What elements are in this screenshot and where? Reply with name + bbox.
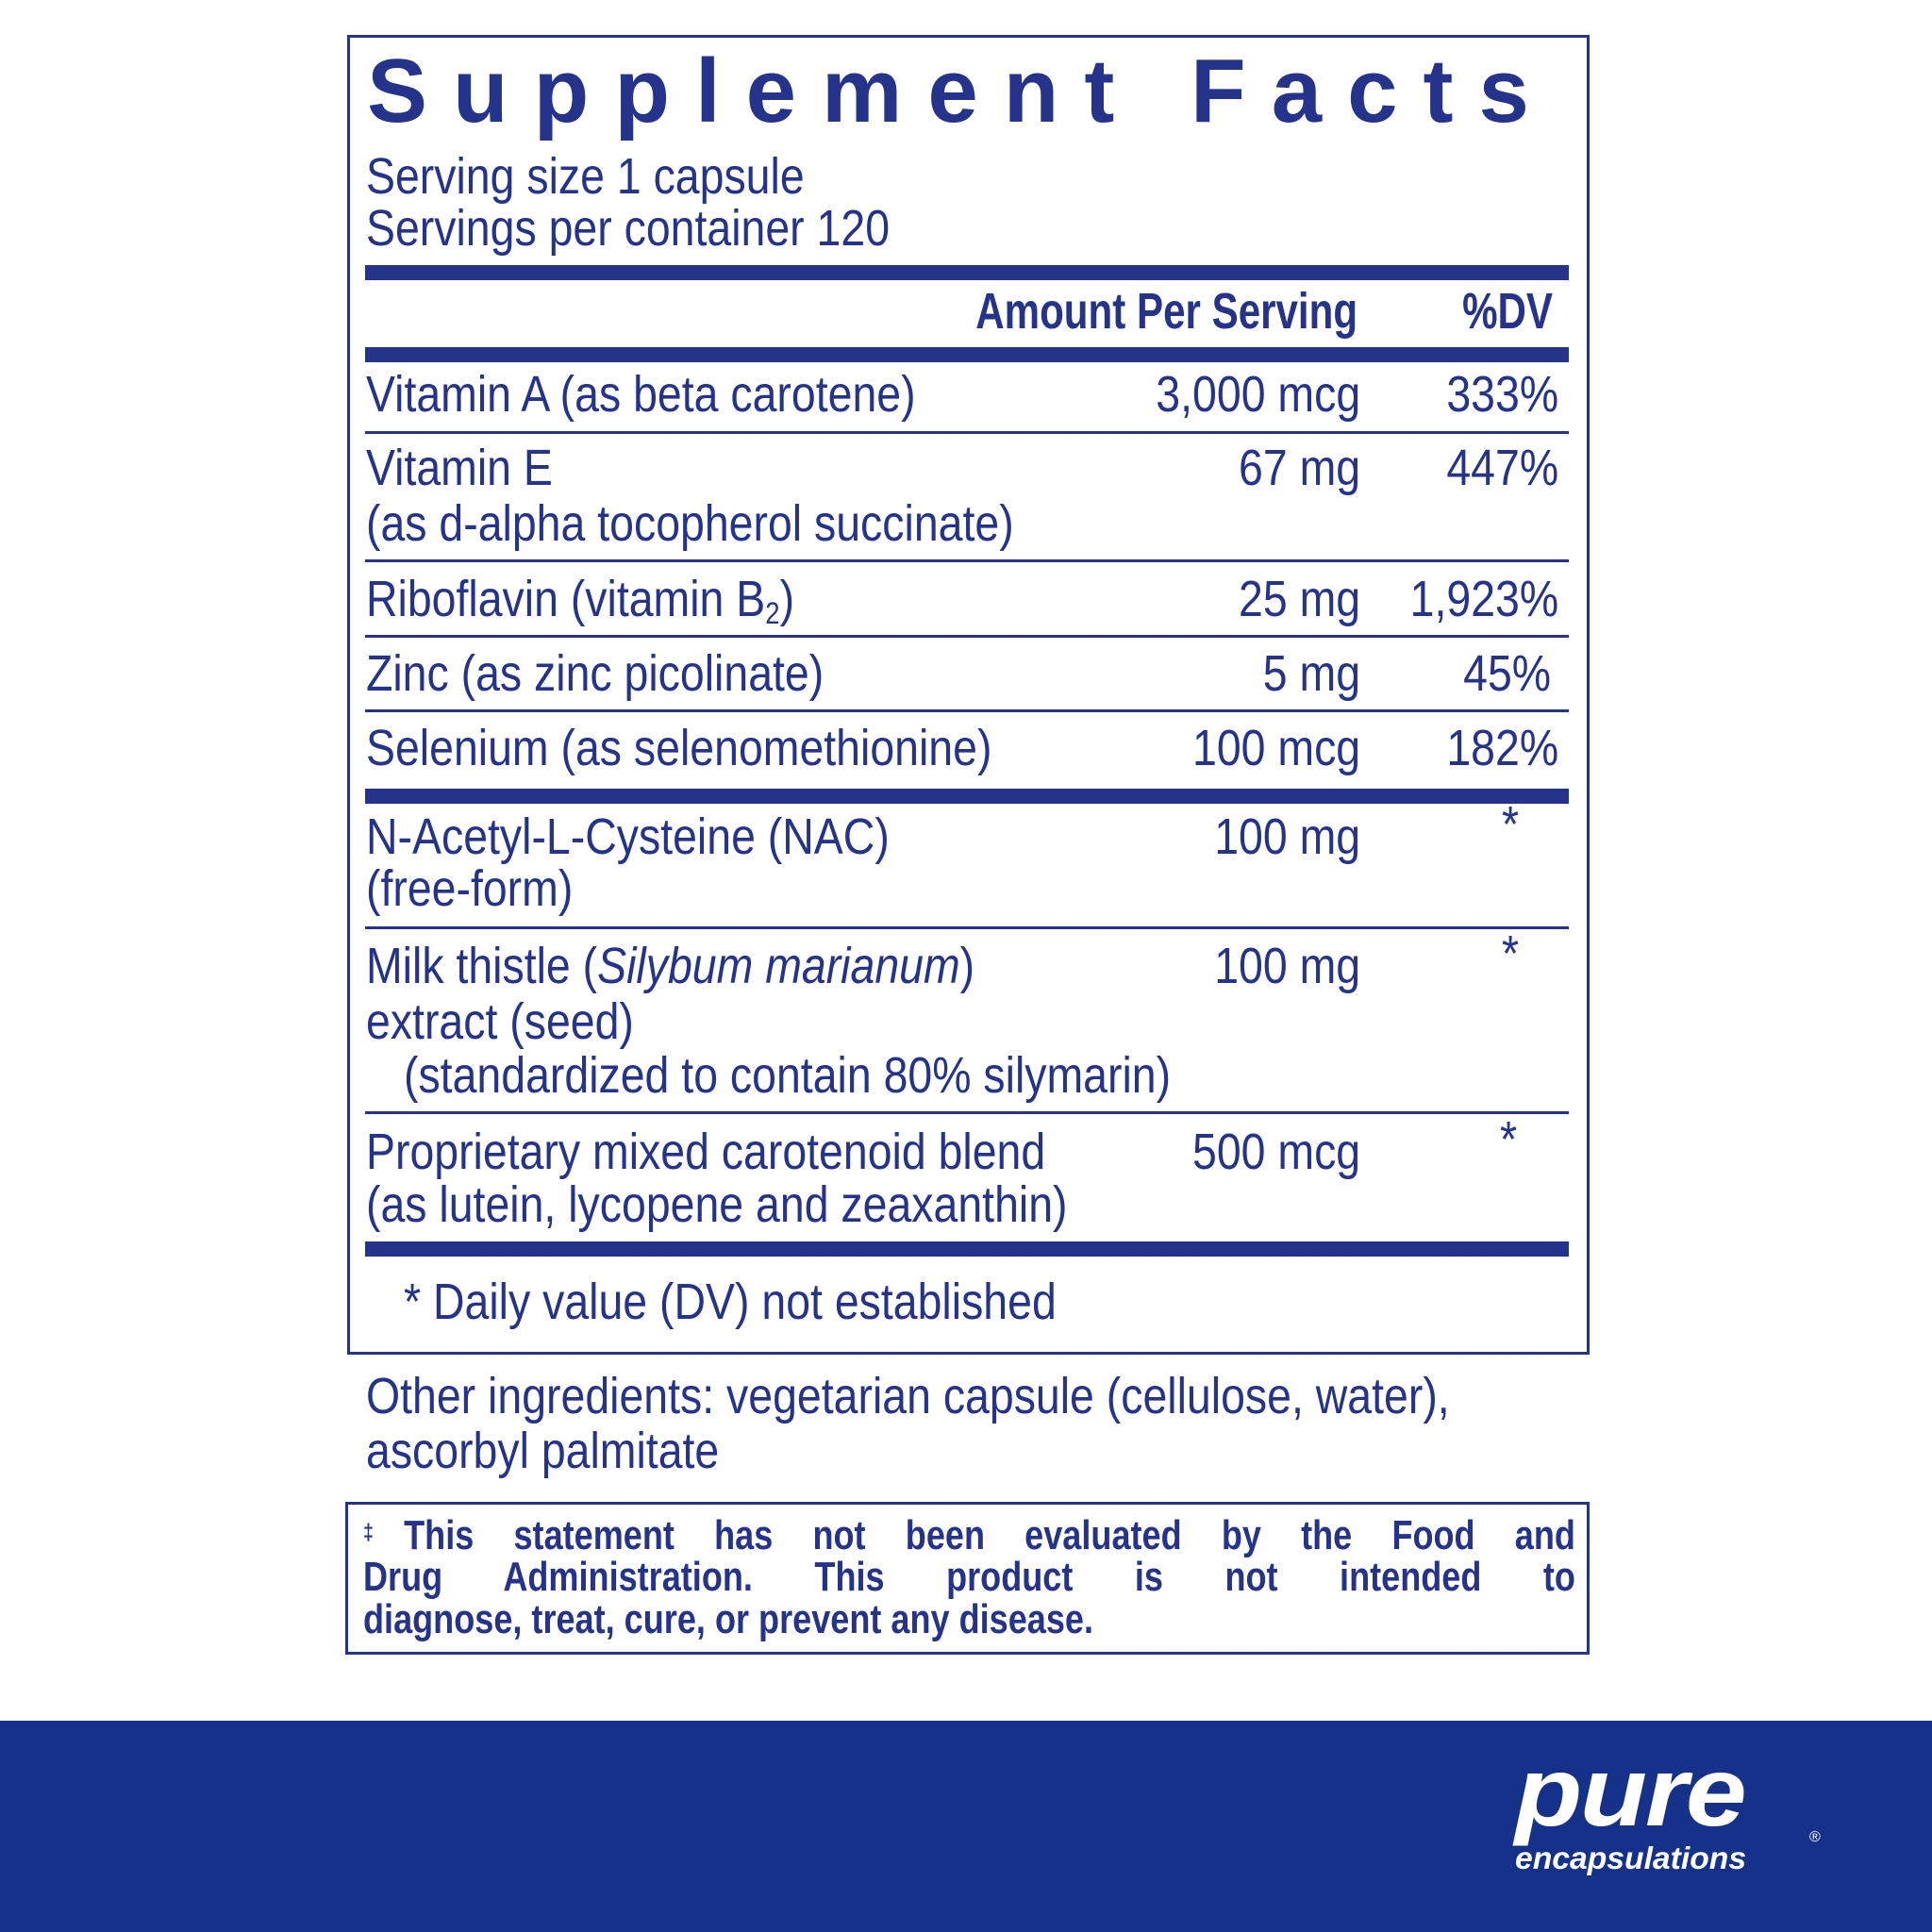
other-ingredients: ascorbyl palmitate — [366, 1423, 720, 1479]
row-name: Vitamin E — [366, 440, 553, 496]
disclaimer: Drug Administration. This product is not… — [363, 1554, 1575, 1600]
row-name: Milk thistle (Silybum marianum) — [366, 936, 974, 996]
row-amount: 67 mg — [1238, 440, 1360, 496]
text: Riboflavin (vitamin B — [366, 571, 766, 627]
text: Milk thistle ( — [366, 938, 598, 994]
row-name: Selenium (as selenomethionine) — [366, 720, 992, 776]
divider — [365, 635, 1569, 638]
logo-brand: pure — [1515, 1738, 1747, 1847]
footnote: * Daily value (DV) not established — [404, 1274, 1057, 1330]
row-dv: 447% — [1446, 440, 1558, 496]
subscript: 2 — [765, 596, 780, 630]
disclaimer: diagnose, treat, cure, or prevent any di… — [363, 1596, 1094, 1642]
servings-per-container: Servings per container 120 — [366, 200, 891, 257]
row-amount: 100 mcg — [1191, 720, 1360, 776]
header-amount: Amount Per Serving — [975, 283, 1357, 340]
row-name: Vitamin A (as beta carotene) — [366, 366, 916, 423]
row-amount: 3,000 mcg — [1156, 366, 1360, 423]
row-name: N-Acetyl-L-Cysteine (NAC) — [366, 808, 890, 865]
row-name: extract (seed) — [366, 993, 634, 1050]
disclaimer-box — [345, 1502, 1590, 1655]
row-amount: 500 mcg — [1191, 1124, 1360, 1180]
row-dv: 1,923% — [1409, 571, 1558, 627]
logo-sub: encapsulations — [1515, 1840, 1747, 1875]
row-dv: * — [1501, 796, 1519, 853]
row-name: (standardized to contain 80% silymarin) — [404, 1047, 1172, 1104]
divider — [365, 926, 1569, 929]
disclaimer: ‡This statement has not been evaluated b… — [363, 1511, 1575, 1557]
divider — [365, 1111, 1569, 1114]
serving-size: Serving size 1 capsule — [366, 148, 805, 205]
row-name: Riboflavin (vitamin B2) — [366, 569, 794, 643]
row-name: (as d-alpha tocopherol succinate) — [366, 495, 1014, 552]
row-amount: 100 mg — [1214, 808, 1360, 865]
divider — [365, 709, 1569, 712]
row-name: (as lutein, lycopene and zeaxanthin) — [366, 1176, 1068, 1233]
row-dv: 333% — [1446, 366, 1558, 423]
row-amount: 100 mg — [1214, 938, 1360, 994]
bar — [365, 265, 1569, 280]
header-dv: %DV — [1462, 283, 1553, 340]
text: This statement has not been evaluated by… — [404, 1512, 1575, 1558]
other-ingredients: Other ingredients: vegetarian capsule (c… — [366, 1368, 1450, 1424]
row-name: Zinc (as zinc picolinate) — [366, 645, 824, 702]
row-dv: * — [1499, 1111, 1517, 1168]
latin-name: Silybum marianum — [597, 938, 960, 994]
text: ) — [779, 571, 795, 627]
divider — [365, 431, 1569, 434]
bar — [365, 1241, 1569, 1257]
row-dv: 182% — [1446, 720, 1558, 776]
logo-mark: ® — [1809, 1829, 1821, 1845]
dagger: ‡ — [363, 1520, 405, 1545]
row-name: Proprietary mixed carotenoid blend — [366, 1124, 1046, 1180]
bar — [365, 789, 1569, 804]
row-amount: 25 mg — [1238, 571, 1360, 627]
title: Supplement Facts — [367, 41, 1555, 142]
text: ) — [959, 938, 975, 994]
row-dv: * — [1501, 925, 1519, 982]
row-name: (free-form) — [366, 860, 574, 917]
bar — [365, 347, 1569, 362]
divider — [365, 559, 1569, 562]
facts-box — [347, 35, 1590, 1355]
row-amount: 5 mg — [1262, 645, 1360, 702]
brand-band — [0, 1721, 1932, 1932]
row-dv: 45% — [1463, 645, 1551, 702]
